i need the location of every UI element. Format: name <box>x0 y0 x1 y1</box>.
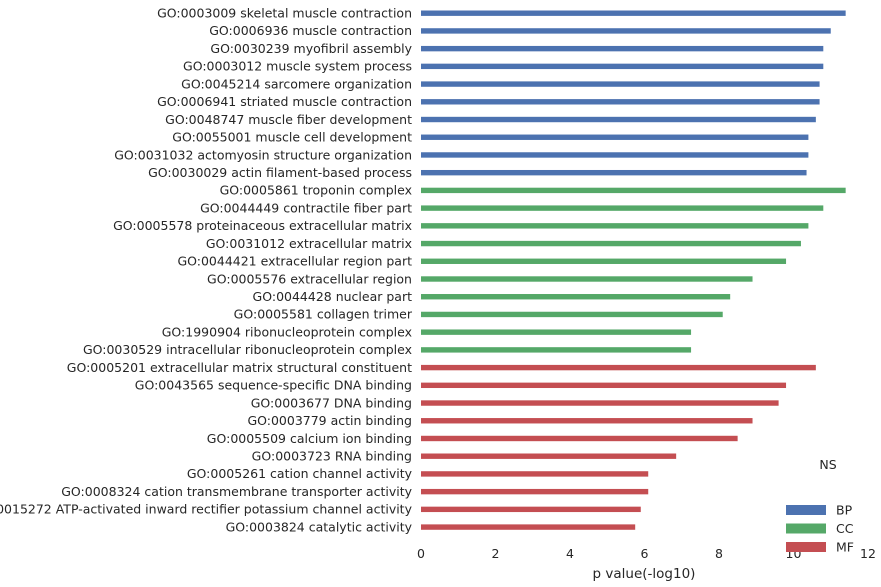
bar-cc <box>421 258 787 264</box>
category-label: GO:0031032 actomyosin structure organiza… <box>114 147 412 162</box>
bar-mf <box>421 524 636 530</box>
category-label: GO:0005578 proteinaceous extracellular m… <box>113 218 412 233</box>
x-tick-label: 4 <box>566 546 574 561</box>
category-label: GO:0003723 RNA binding <box>252 449 412 464</box>
category-label: GO:0044421 extracellular region part <box>177 254 412 269</box>
category-label: GO:0006941 striated muscle contraction <box>157 94 412 109</box>
bars-layer <box>421 10 846 530</box>
category-label: GO:0005201 extracellular matrix structur… <box>67 360 412 375</box>
bar-bp <box>421 134 809 140</box>
category-label: GO:0003779 actin binding <box>247 413 412 428</box>
bar-bp <box>421 10 846 16</box>
category-label: GO:0003824 catalytic activity <box>226 519 413 534</box>
category-label: GO:0045214 sarcomere organization <box>181 76 412 91</box>
category-label: GO:0015272 ATP-activated inward rectifie… <box>0 502 413 517</box>
legend-swatch-cc <box>786 523 826 534</box>
bar-bp <box>421 169 807 176</box>
category-label: GO:0006936 muscle contraction <box>209 23 412 38</box>
category-label: GO:0008324 cation transmembrane transpor… <box>61 484 412 499</box>
bar-mf <box>421 453 677 459</box>
x-tick-label: 2 <box>492 546 500 561</box>
bar-cc <box>421 347 692 353</box>
bar-bp <box>421 45 824 52</box>
bar-mf <box>421 471 649 477</box>
x-tick-label: 8 <box>715 546 723 561</box>
category-label: GO:0044428 nuclear part <box>253 289 413 304</box>
bar-mf <box>421 418 753 424</box>
category-label: GO:0003677 DNA binding <box>251 395 412 410</box>
bar-mf <box>421 382 787 389</box>
legend-swatch-mf <box>786 542 826 552</box>
bar-bp <box>421 81 820 87</box>
bar-mf <box>421 506 641 513</box>
legend-swatch-bp <box>786 505 826 515</box>
bar-mf <box>421 488 649 495</box>
category-label: GO:0003012 muscle system process <box>183 59 412 74</box>
bar-mf <box>421 400 779 406</box>
category-label: GO:0005581 collagen trimer <box>234 307 413 322</box>
bar-cc <box>421 329 692 335</box>
category-label: GO:0005861 troponin complex <box>220 183 412 198</box>
category-label: GO:0005576 extracellular region <box>207 271 412 286</box>
category-label: GO:0030529 intracellular ribonucleoprote… <box>83 342 412 357</box>
category-label: GO:0048747 muscle fiber development <box>165 112 412 127</box>
legend-items: BP CC MF <box>786 503 854 555</box>
category-label: GO:0044449 contractile fiber part <box>200 200 412 215</box>
x-axis-title: p value(-log10) <box>593 566 696 582</box>
plot-area: GO:0003009 skeletal muscle contraction GO… <box>0 6 846 535</box>
category-label: GO:0055001 muscle cell development <box>172 130 412 145</box>
legend: NS BP CC MF <box>786 457 854 555</box>
bar-cc <box>421 294 731 300</box>
x-tick-label: 0 <box>417 546 425 561</box>
legend-label-bp: BP <box>836 503 853 518</box>
bar-cc <box>421 240 801 247</box>
bar-bp <box>421 99 820 105</box>
category-label: GO:0005509 calcium ion binding <box>207 431 412 446</box>
bar-bp <box>421 152 809 158</box>
category-labels: GO:0003009 skeletal muscle contraction GO… <box>0 6 413 535</box>
category-label: GO:1990904 ribonucleoprotein complex <box>162 324 412 339</box>
category-label: GO:0003009 skeletal muscle contraction <box>157 6 412 21</box>
bar-cc <box>421 187 846 194</box>
bar-bp <box>421 116 816 123</box>
bar-cc <box>421 205 824 211</box>
x-tick-label: 12 <box>860 546 876 561</box>
bar-bp <box>421 28 831 34</box>
category-label: GO:0030029 actin filament-based process <box>148 165 412 180</box>
bar-cc <box>421 223 809 229</box>
bar-mf <box>421 435 738 442</box>
bar-cc <box>421 276 753 282</box>
legend-label-mf: MF <box>836 540 854 555</box>
bar-mf <box>421 364 816 371</box>
category-label: GO:0031012 extracellular matrix <box>206 236 412 251</box>
category-label: GO:0030239 myofibril assembly <box>210 41 412 56</box>
legend-title: NS <box>819 457 836 472</box>
bar-bp <box>421 63 824 70</box>
x-tick-label: 6 <box>641 546 649 561</box>
bar-cc <box>421 311 723 318</box>
category-label: GO:0005261 cation channel activity <box>187 466 413 481</box>
legend-label-cc: CC <box>836 521 854 536</box>
category-label: GO:0043565 sequence-specific DNA binding <box>135 378 412 393</box>
